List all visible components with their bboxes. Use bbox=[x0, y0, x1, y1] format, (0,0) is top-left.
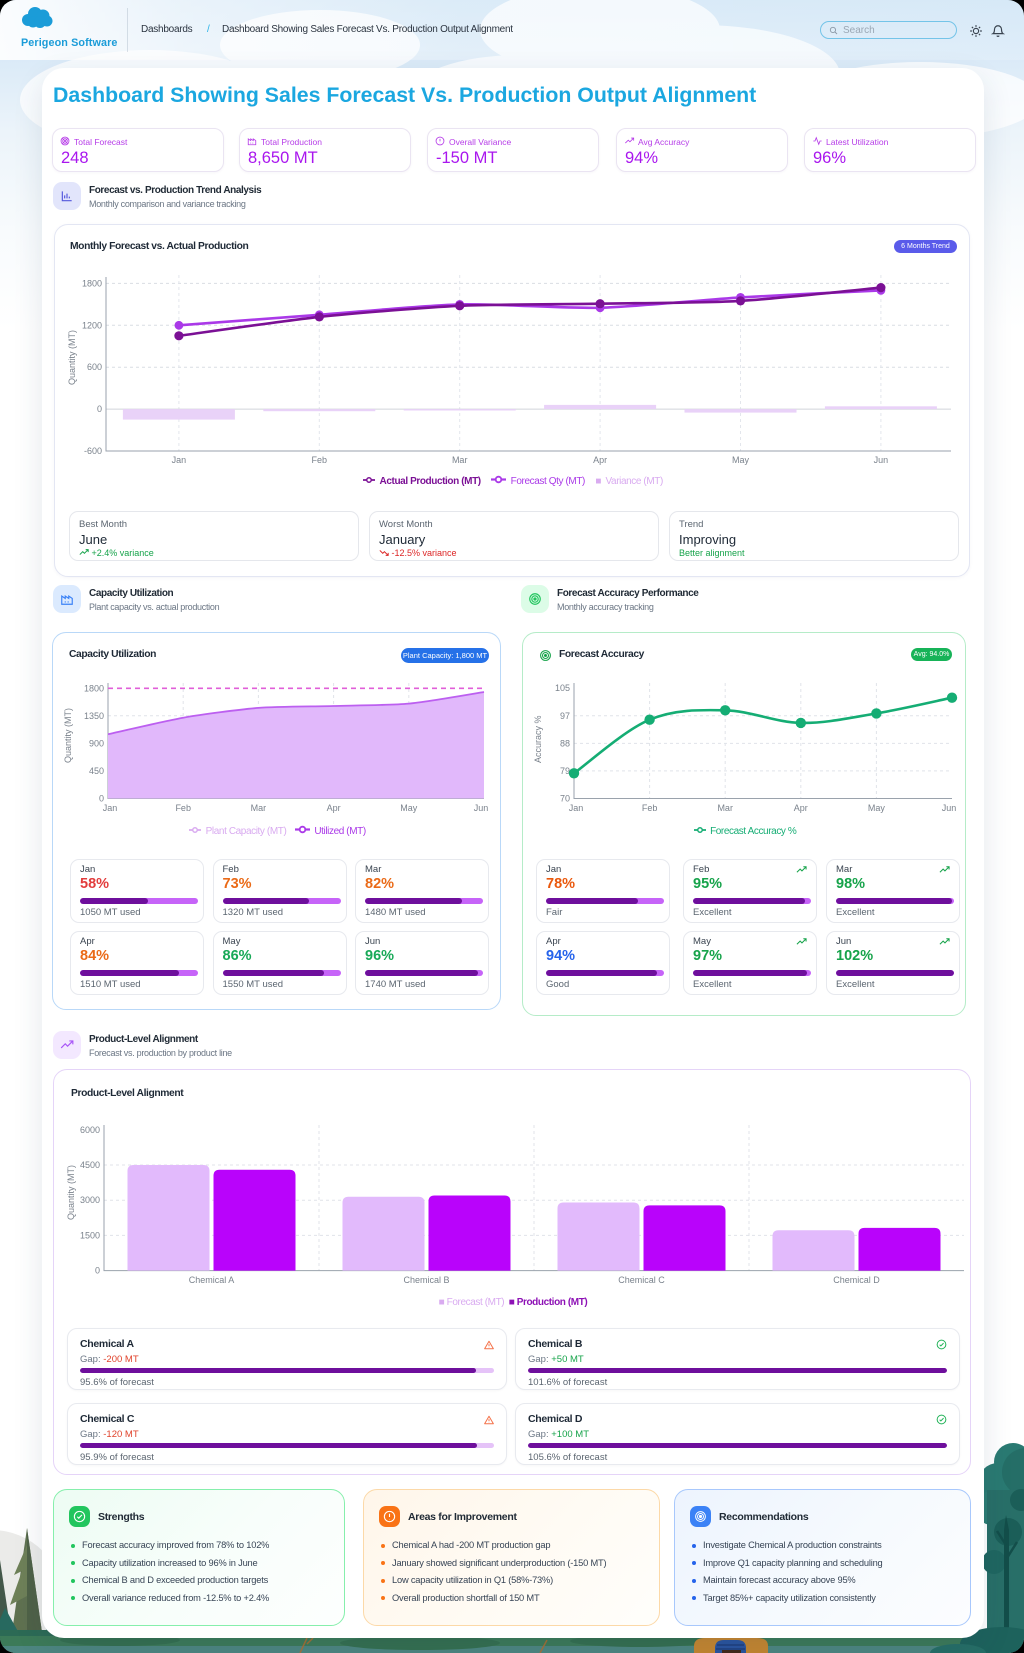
svg-text:6000: 6000 bbox=[80, 1125, 100, 1135]
svg-text:1200: 1200 bbox=[82, 320, 102, 330]
svg-text:Quantity (MT): Quantity (MT) bbox=[67, 330, 77, 385]
svg-text:1500: 1500 bbox=[80, 1230, 100, 1240]
svg-text:Chemical B: Chemical B bbox=[403, 1275, 449, 1285]
svg-text:Apr: Apr bbox=[593, 455, 607, 465]
svg-text:Feb: Feb bbox=[175, 803, 191, 813]
svg-text:-600: -600 bbox=[84, 446, 102, 456]
svg-text:0: 0 bbox=[97, 404, 102, 414]
svg-text:Quantity (MT): Quantity (MT) bbox=[66, 1165, 76, 1220]
svg-text:600: 600 bbox=[87, 362, 102, 372]
svg-text:105: 105 bbox=[555, 683, 570, 693]
svg-text:97: 97 bbox=[560, 711, 570, 721]
svg-text:Apr: Apr bbox=[794, 803, 808, 813]
svg-text:0: 0 bbox=[95, 1266, 100, 1276]
svg-text:0: 0 bbox=[99, 794, 104, 804]
svg-text:Accuracy %: Accuracy % bbox=[533, 715, 543, 763]
svg-text:450: 450 bbox=[89, 766, 104, 776]
svg-text:79: 79 bbox=[560, 766, 570, 776]
svg-text:88: 88 bbox=[560, 738, 570, 748]
svg-text:3000: 3000 bbox=[80, 1195, 100, 1205]
svg-text:Quantity (MT): Quantity (MT) bbox=[63, 708, 73, 763]
svg-text:1800: 1800 bbox=[84, 683, 104, 693]
svg-text:Jun: Jun bbox=[874, 455, 889, 465]
svg-text:May: May bbox=[732, 455, 750, 465]
svg-text:Feb: Feb bbox=[312, 455, 328, 465]
svg-text:Mar: Mar bbox=[452, 455, 468, 465]
svg-text:1350: 1350 bbox=[84, 711, 104, 721]
svg-text:1800: 1800 bbox=[82, 278, 102, 288]
svg-text:Feb: Feb bbox=[642, 803, 658, 813]
svg-text:Chemical A: Chemical A bbox=[189, 1275, 235, 1285]
svg-text:900: 900 bbox=[89, 738, 104, 748]
svg-text:May: May bbox=[400, 803, 418, 813]
svg-text:Mar: Mar bbox=[717, 803, 733, 813]
svg-text:Chemical C: Chemical C bbox=[618, 1275, 665, 1285]
svg-text:Apr: Apr bbox=[327, 803, 341, 813]
svg-text:Mar: Mar bbox=[251, 803, 267, 813]
svg-text:Jun: Jun bbox=[942, 803, 957, 813]
svg-text:May: May bbox=[868, 803, 886, 813]
svg-text:70: 70 bbox=[560, 794, 570, 804]
svg-text:Jan: Jan bbox=[103, 803, 118, 813]
svg-text:Chemical D: Chemical D bbox=[833, 1275, 880, 1285]
svg-text:Jan: Jan bbox=[569, 803, 584, 813]
svg-text:4500: 4500 bbox=[80, 1160, 100, 1170]
svg-text:Jun: Jun bbox=[474, 803, 489, 813]
svg-text:Jan: Jan bbox=[172, 455, 187, 465]
